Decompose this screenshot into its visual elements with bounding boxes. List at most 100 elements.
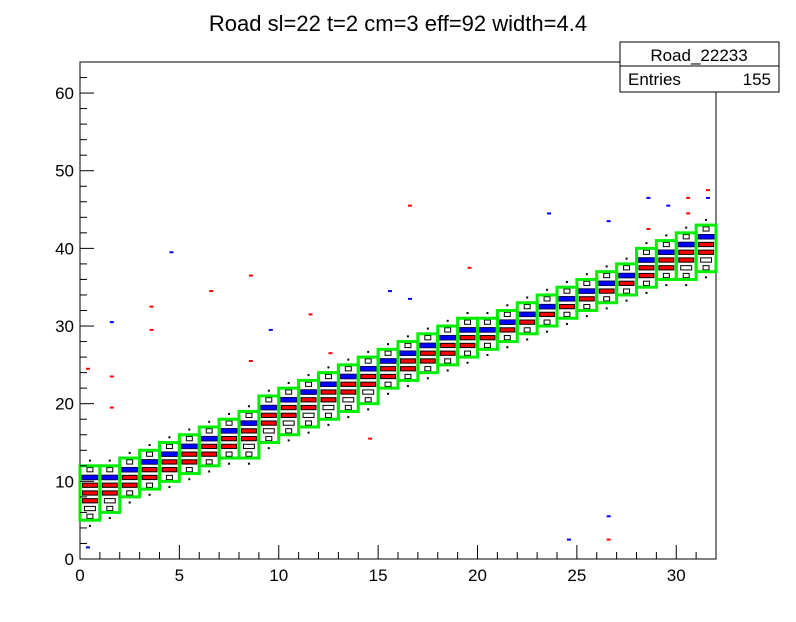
hit-cell <box>181 451 198 457</box>
stray-mark <box>88 524 91 527</box>
hit-cell <box>563 288 571 294</box>
stray-mark <box>247 405 250 408</box>
stray-mark <box>287 439 290 442</box>
outlier-red <box>328 352 333 355</box>
stats-box: Road_22233 Entries 155 <box>619 41 780 93</box>
hit-cell <box>101 490 118 496</box>
stray-mark <box>188 478 191 481</box>
hit-cell <box>161 459 178 465</box>
hit-cell <box>285 389 293 395</box>
hit-cell-blue <box>697 233 715 240</box>
hit-cell-blue <box>618 272 635 279</box>
stray-mark <box>347 416 350 419</box>
hit-cell <box>86 513 94 519</box>
hit-cell <box>623 288 631 294</box>
hit-cell <box>700 257 713 263</box>
hit-cell-blue <box>141 459 158 465</box>
hit-cell <box>583 280 591 286</box>
hit-cell <box>539 311 556 318</box>
stray-mark <box>645 242 648 245</box>
outlier-red <box>109 375 114 378</box>
stray-mark <box>546 288 549 291</box>
hit-cell <box>523 303 531 310</box>
stray-mark <box>625 299 628 302</box>
hit-cell-blue <box>677 241 695 248</box>
outlier-blue <box>388 290 393 293</box>
outlier-blue <box>547 212 552 215</box>
hit-cell <box>503 335 511 341</box>
hit-cell <box>680 265 693 271</box>
hit-cell <box>240 428 257 434</box>
axes: 0 5 10 15 20 25 30 0 10 20 30 40 50 60 <box>55 61 717 585</box>
hit-cell <box>662 241 670 248</box>
hit-cell <box>185 467 193 473</box>
stats-box-name: Road_22233 <box>650 46 747 65</box>
hit-cell <box>563 311 571 318</box>
hit-cell <box>305 420 313 426</box>
stray-mark <box>108 517 111 520</box>
stray-mark <box>208 420 211 423</box>
hit-cell <box>265 397 273 403</box>
stray-mark <box>307 431 310 434</box>
outlier-red <box>85 367 90 370</box>
hit-cell <box>483 319 491 325</box>
hit-cell-blue <box>419 342 437 349</box>
hit-cell <box>103 498 116 504</box>
hit-cell <box>483 342 491 349</box>
hit-cell <box>305 381 313 387</box>
hit-cell <box>384 381 392 387</box>
road-box <box>237 409 261 460</box>
hit-cell-blue <box>399 350 417 356</box>
hit-cell <box>205 428 213 434</box>
y-tick-label: 0 <box>65 550 74 569</box>
hit-cell <box>201 451 218 457</box>
hit-cell <box>380 366 397 372</box>
hit-cell <box>83 505 96 512</box>
stray-mark <box>446 369 449 372</box>
outlier-red <box>248 359 253 362</box>
stray-mark <box>287 381 290 384</box>
stray-mark <box>645 291 648 294</box>
hit-cell-blue <box>339 373 357 380</box>
hit-cell <box>364 358 372 364</box>
stray-mark <box>605 265 608 268</box>
hit-cell <box>81 490 98 496</box>
stray-mark <box>466 361 469 364</box>
hit-cell <box>344 366 352 372</box>
hit-cell <box>360 381 377 387</box>
outlier-red <box>686 212 691 215</box>
hit-cell <box>225 420 233 426</box>
road-box <box>694 223 718 274</box>
hit-cell <box>340 389 357 395</box>
hit-cell <box>662 272 670 279</box>
hit-cell <box>320 389 337 395</box>
outlier-red <box>149 305 154 308</box>
stray-mark <box>526 338 529 341</box>
hit-cell <box>464 319 472 325</box>
hit-cell <box>459 342 476 349</box>
road-box <box>98 464 122 514</box>
hit-cell <box>161 467 178 473</box>
stray-mark <box>387 392 390 395</box>
road-box <box>317 371 340 421</box>
stats-entries-value: 155 <box>743 70 771 89</box>
stray-mark <box>128 451 131 454</box>
road-box <box>297 378 320 429</box>
stray-mark <box>486 312 489 315</box>
plot-frame <box>79 61 717 560</box>
outlier-blue <box>606 515 611 518</box>
hit-cell <box>282 420 295 426</box>
road-box <box>356 355 380 406</box>
stray-mark <box>168 436 171 439</box>
stray-mark <box>228 413 231 416</box>
hit-cell <box>221 435 238 442</box>
hit-cell <box>324 412 332 418</box>
stray-mark <box>267 447 270 450</box>
stray-mark <box>705 276 708 279</box>
hit-cell <box>419 358 436 364</box>
outlier-red <box>706 189 711 192</box>
hit-cell <box>424 335 432 341</box>
hit-cell <box>618 280 635 286</box>
outlier-red <box>209 290 214 293</box>
hit-cell <box>439 350 456 356</box>
